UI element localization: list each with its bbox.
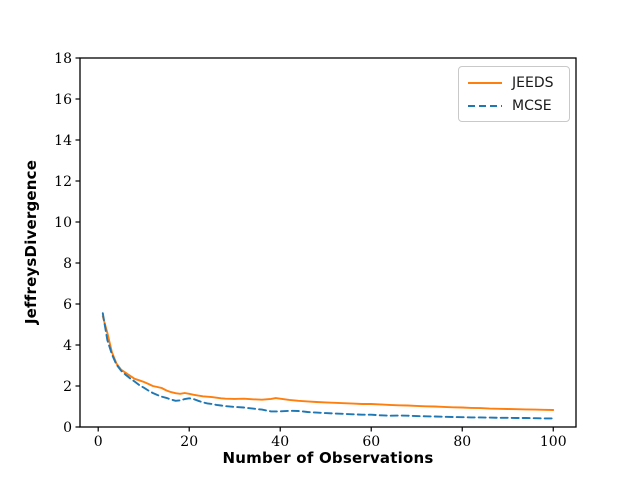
x-axis-label: Number of Observations	[222, 449, 434, 467]
legend-label-jeeds: JEEDS	[512, 74, 554, 91]
y-tick-label: 4	[63, 338, 72, 354]
jeeds-line-sample	[468, 81, 502, 84]
y-tick-label: 2	[63, 379, 72, 395]
x-tick-label: 20	[180, 434, 198, 450]
y-tick-label: 12	[54, 174, 72, 190]
x-tick-label: 100	[540, 434, 567, 450]
y-tick-label: 18	[54, 51, 72, 67]
x-tick-label: 60	[362, 434, 380, 450]
y-tick-label: 14	[54, 133, 72, 149]
y-tick-label: 10	[54, 215, 72, 231]
x-tick-label: 0	[94, 434, 103, 450]
legend-entry-mcse: MCSE	[459, 94, 569, 117]
x-tick-label: 80	[453, 434, 471, 450]
series-line-jeeds	[101, 315, 555, 411]
legend-label-mcse: MCSE	[512, 97, 552, 114]
y-tick-label: 0	[63, 420, 72, 436]
y-tick-label: 8	[63, 256, 72, 272]
y-tick-label: 16	[54, 92, 72, 108]
legend-entry-jeeds: JEEDS	[459, 71, 569, 94]
series-line-mcse	[101, 312, 555, 420]
y-tick-label: 6	[63, 297, 72, 313]
x-tick-label: 40	[271, 434, 289, 450]
legend: JEEDS MCSE	[458, 66, 570, 122]
plot-border	[79, 57, 577, 428]
y-axis-label: JeffreysDivergence	[22, 159, 40, 325]
mcse-line-sample	[468, 104, 502, 107]
